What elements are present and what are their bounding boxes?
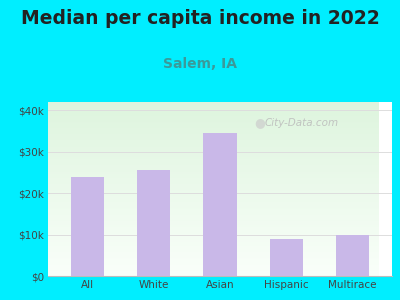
Bar [204, 133, 236, 276]
Bar [71, 177, 104, 276]
Bar [270, 239, 303, 276]
Bar [137, 170, 170, 276]
Text: City-Data.com: City-Data.com [265, 118, 339, 128]
Bar [336, 236, 369, 276]
Text: ●: ● [254, 116, 265, 129]
Text: Salem, IA: Salem, IA [163, 57, 237, 71]
Text: Median per capita income in 2022: Median per capita income in 2022 [21, 9, 379, 28]
